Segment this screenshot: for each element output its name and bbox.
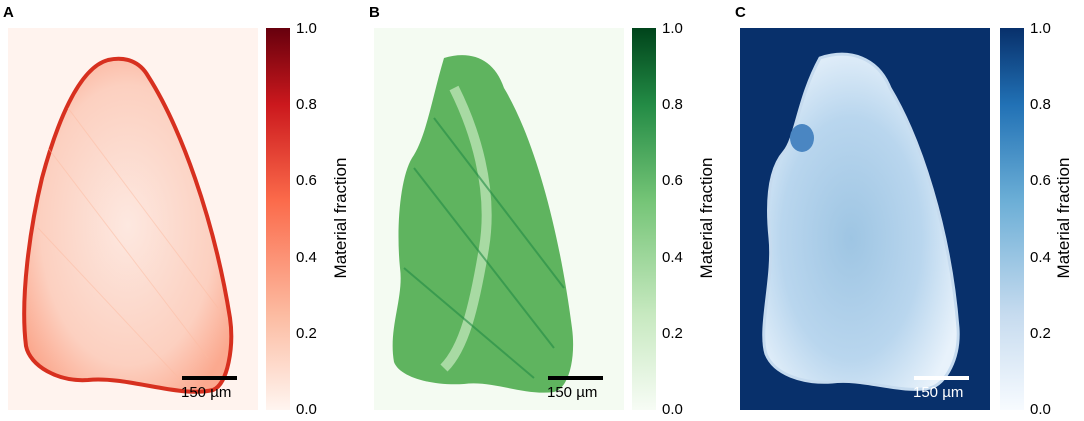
panel-label: A [3, 4, 14, 21]
tick-label: 0.2 [296, 325, 317, 342]
tomography-image-blue [740, 28, 990, 410]
tick-label: 0.6 [662, 172, 683, 189]
tick-label: 1.0 [662, 20, 683, 37]
scale-bar-label: 150 µm [181, 384, 232, 401]
tick-label: 0.8 [1030, 96, 1051, 113]
tick-label: 0.6 [1030, 172, 1051, 189]
scale-bar [182, 376, 237, 380]
tick-label: 0.4 [662, 249, 683, 266]
scale-bar-label: 150 µm [913, 384, 964, 401]
scale-bar-label: 150 µm [547, 384, 598, 401]
colorbar-title: Material fraction [1054, 157, 1073, 279]
tick-label: 0.2 [1030, 325, 1051, 342]
tick-label: 0.6 [296, 172, 317, 189]
tick-label: 0.2 [662, 325, 683, 342]
panel-label: C [735, 4, 746, 21]
panel-a: A 150 µm 1.0 0.8 0.6 0.4 0.2 0.0 Materia… [0, 0, 360, 421]
colorbar [1000, 28, 1024, 410]
tomography-image-green [374, 28, 624, 410]
colorbar [266, 28, 290, 410]
tick-label: 0.0 [662, 401, 683, 418]
panel-label: B [369, 4, 380, 21]
tick-label: 0.0 [296, 401, 317, 418]
tomography-image-red [8, 28, 258, 410]
tick-label: 1.0 [296, 20, 317, 37]
tick-label: 0.8 [662, 96, 683, 113]
scale-bar [914, 376, 969, 380]
tick-label: 0.4 [1030, 249, 1051, 266]
tick-label: 0.4 [296, 249, 317, 266]
tick-label: 1.0 [1030, 20, 1051, 37]
tick-label: 0.0 [1030, 401, 1051, 418]
colorbar-title: Material fraction [331, 157, 350, 279]
colorbar [632, 28, 656, 410]
panel-b: B 150 µm 1.0 0.8 0.6 0.4 0.2 0.0 Materia… [366, 0, 726, 421]
panel-c: C 150 µm 1.0 0.8 0.6 0.4 0.2 0.0 Materia… [732, 0, 1084, 421]
colorbar-title: Material fraction [697, 157, 716, 279]
tick-label: 0.8 [296, 96, 317, 113]
scale-bar [548, 376, 603, 380]
